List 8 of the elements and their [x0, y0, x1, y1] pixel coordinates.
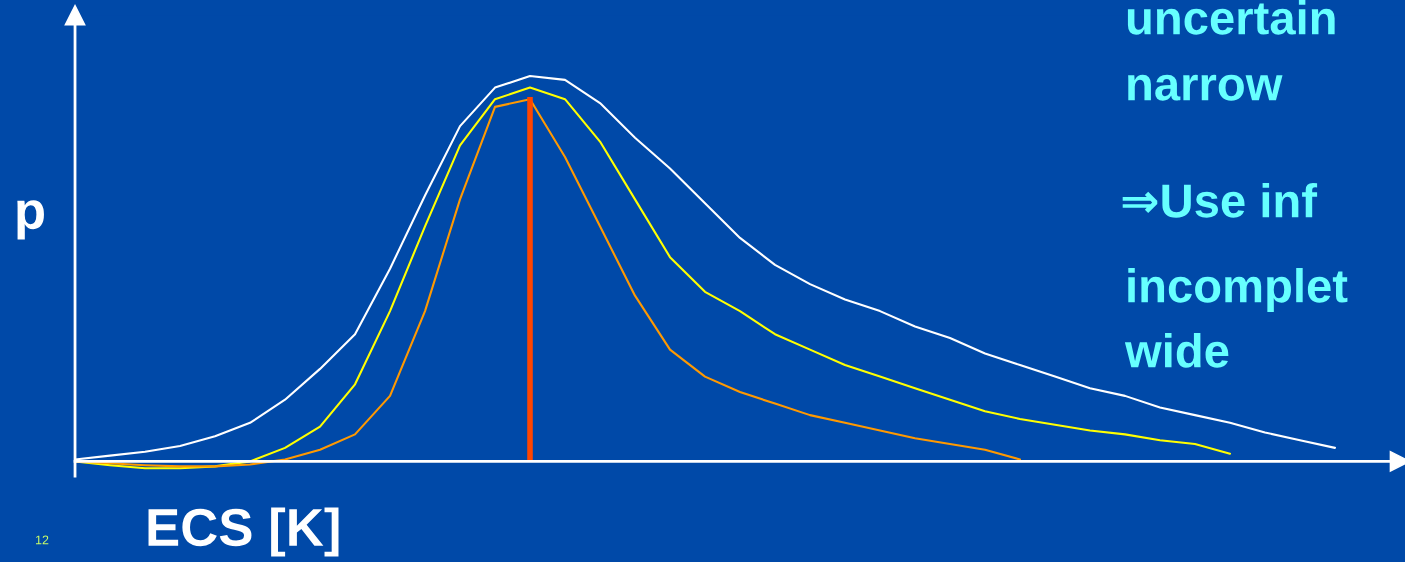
- annotation: narrow: [1128, 74, 1283, 101]
- annotation: wide: [1124, 332, 1229, 368]
- text: 12: [36, 535, 49, 545]
- y-axis-title: p: [17, 200, 44, 240]
- x-axis-title: ECS [K]: [148, 507, 339, 557]
- text: uncertain: [1127, 0, 1335, 35]
- annotation: incomplet: [1128, 267, 1348, 313]
- annotation: ⇒Use inf: [1122, 182, 1318, 218]
